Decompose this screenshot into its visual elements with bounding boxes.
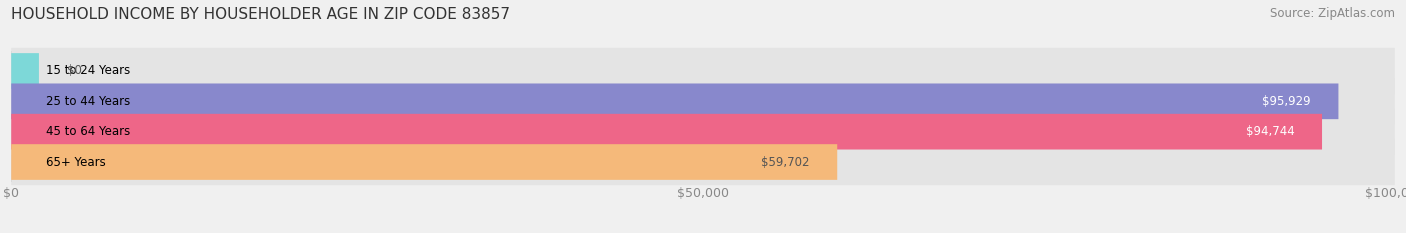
FancyBboxPatch shape <box>11 144 837 180</box>
Text: $59,702: $59,702 <box>761 155 810 168</box>
Text: 65+ Years: 65+ Years <box>46 155 105 168</box>
FancyBboxPatch shape <box>11 114 1322 150</box>
Text: $0: $0 <box>66 65 82 78</box>
Text: Source: ZipAtlas.com: Source: ZipAtlas.com <box>1270 7 1395 20</box>
FancyBboxPatch shape <box>11 53 39 89</box>
FancyBboxPatch shape <box>11 83 1339 119</box>
FancyBboxPatch shape <box>11 109 1395 155</box>
Text: 25 to 44 Years: 25 to 44 Years <box>46 95 131 108</box>
FancyBboxPatch shape <box>11 48 1395 94</box>
Text: 15 to 24 Years: 15 to 24 Years <box>46 65 131 78</box>
Text: 45 to 64 Years: 45 to 64 Years <box>46 125 131 138</box>
FancyBboxPatch shape <box>11 139 1395 185</box>
FancyBboxPatch shape <box>11 78 1395 124</box>
Text: $95,929: $95,929 <box>1263 95 1310 108</box>
Text: HOUSEHOLD INCOME BY HOUSEHOLDER AGE IN ZIP CODE 83857: HOUSEHOLD INCOME BY HOUSEHOLDER AGE IN Z… <box>11 7 510 22</box>
Text: $94,744: $94,744 <box>1246 125 1295 138</box>
